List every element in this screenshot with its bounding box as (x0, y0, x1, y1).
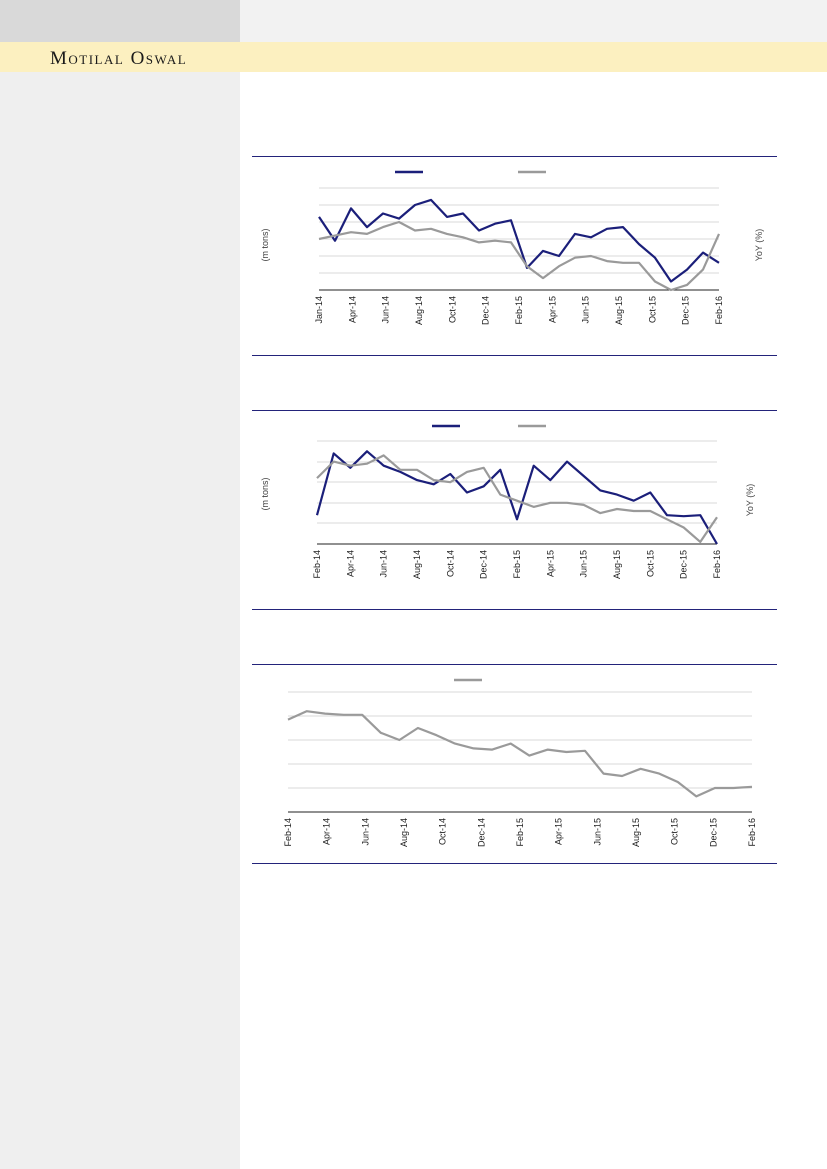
chart1-x-tick-label: Jun-15 (581, 296, 591, 324)
chart3-x-tick-label: Aug-15 (631, 818, 641, 847)
chart3-x-tick-label: Aug-14 (399, 818, 409, 847)
chart2-x-tick-label: Jun-14 (379, 550, 389, 578)
chart2-top-rule (252, 410, 777, 411)
chart3-x-tick-label: Jun-15 (592, 818, 602, 846)
chart3-bottom-rule (252, 863, 777, 864)
chart2-x-tick-label: Apr-14 (345, 550, 355, 577)
chart3-x-tick-label: Oct-15 (670, 818, 680, 845)
chart3-x-tick-label: Feb-16 (747, 818, 757, 847)
chart2-x-tick-label: Dec-14 (479, 550, 489, 579)
chart1-x-tick-label: Oct-15 (647, 296, 657, 323)
chart3-x-tick-label: Feb-14 (283, 818, 293, 847)
chart2-x-tick-label: Aug-15 (612, 550, 622, 579)
chart2-y-label-right: YoY (%) (745, 484, 755, 517)
chart1-series-2-line (318, 220, 721, 292)
chart1-series-1-line (318, 198, 720, 283)
chart2-x-tick-label: Feb-14 (312, 550, 322, 579)
header-bar (0, 42, 827, 72)
chart1-bottom-rule (252, 355, 777, 356)
chart3-x-tick-label: Dec-15 (708, 818, 718, 847)
chart2-x-tick-label: Jun-15 (579, 550, 589, 578)
chart1-x-tick-label: Oct-14 (447, 296, 457, 323)
chart1-x-tick-label: Apr-15 (547, 296, 557, 323)
chart3-x-tick-label: Feb-15 (515, 818, 525, 847)
chart1-x-tick-label: Feb-16 (714, 296, 724, 325)
chart2-x-tick-label: Feb-16 (712, 550, 722, 579)
chart2-series-1-line (315, 450, 718, 545)
chart1-y-label-left: (m tons) (260, 228, 270, 261)
chart2-y-label-left: (m tons) (260, 477, 270, 510)
chart3-x-tick-label: Oct-14 (438, 818, 448, 845)
chart2-x-tick-label: Dec-15 (679, 550, 689, 579)
chart2-x-tick-label: Feb-15 (512, 550, 522, 579)
chart2-series-2-line (316, 454, 718, 544)
chart3-x-tick-label: Apr-15 (554, 818, 564, 845)
chart3-x-tick-label: Dec-14 (476, 818, 486, 847)
chart1-x-tick-label: Dec-14 (481, 296, 491, 325)
chart2-x-tick-label: Oct-14 (445, 550, 455, 577)
chart3-x-tick-label: Apr-14 (322, 818, 332, 845)
chart1-x-tick-label: Aug-15 (614, 296, 624, 325)
chart2-x-tick-label: Oct-15 (645, 550, 655, 577)
top-band (240, 0, 827, 42)
chart1-x-tick-label: Jan-14 (314, 296, 324, 324)
chart1-x-tick-label: Apr-14 (347, 296, 357, 323)
chart3-series-1-line (287, 710, 753, 798)
chart1-x-tick-label: Jun-14 (381, 296, 391, 324)
sidebar (0, 0, 240, 1169)
brand-logo: Motilal Oswal (50, 48, 188, 69)
chart3-x-tick-label: Jun-14 (360, 818, 370, 846)
chart2-bottom-rule (252, 609, 777, 610)
chart1-x-tick-label: Aug-14 (414, 296, 424, 325)
chart1-x-tick-label: Feb-15 (514, 296, 524, 325)
chart2-x-tick-label: Aug-14 (412, 550, 422, 579)
chart3-top-rule (252, 664, 777, 665)
chart1-top-rule (252, 156, 777, 157)
chart1-x-tick-label: Dec-15 (681, 296, 691, 325)
chart2-x-tick-label: Apr-15 (545, 550, 555, 577)
top-left-band (0, 0, 240, 42)
chart1-y-label-right: YoY (%) (754, 229, 764, 262)
